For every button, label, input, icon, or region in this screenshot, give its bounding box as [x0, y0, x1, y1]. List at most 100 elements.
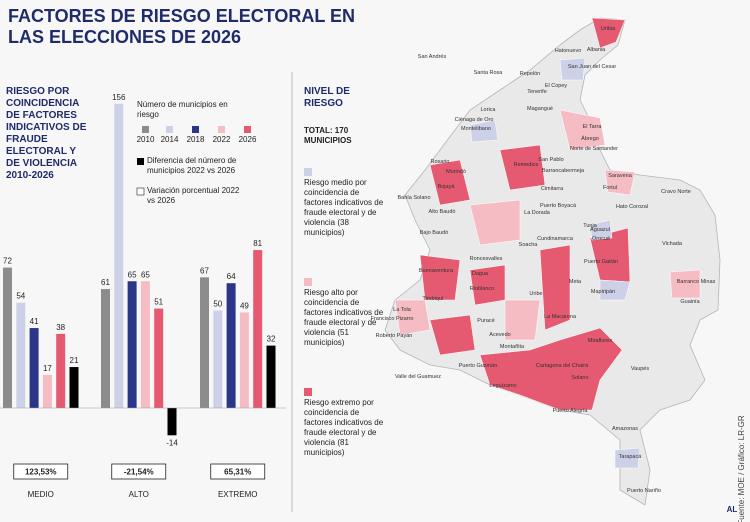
map-label: Remedios: [514, 162, 539, 168]
map-label: Solano: [571, 375, 588, 381]
value-label: 67: [200, 266, 209, 275]
map-label: Alto Baudó: [429, 209, 456, 215]
map-label: Puracé: [477, 318, 494, 324]
map-label: Barrancabermeja: [542, 168, 585, 174]
map-label: Cartagena del Chairá: [536, 363, 589, 369]
legend-label: 2022: [213, 135, 231, 144]
variation-box: [210, 463, 266, 480]
map-label: Vaupés: [631, 366, 649, 372]
bar: [56, 333, 66, 408]
bar: [226, 283, 236, 408]
map-label: Soacha: [519, 242, 539, 248]
map-label: Murindó: [446, 169, 466, 175]
map-label: Amazonas: [612, 426, 638, 432]
value-label: 65: [128, 270, 137, 279]
value-label: 51: [154, 298, 163, 307]
map-label: Rosario: [431, 159, 450, 165]
value-label: 54: [16, 292, 25, 301]
level-label: Riesgo medio por coincidencia de factore…: [304, 178, 384, 237]
chart-subtitle: RIESGO POR COINCIDENCIA DE FACTORES INDI…: [6, 86, 87, 181]
map-label: Cravo Norte: [661, 189, 691, 195]
map-label: Valle del Guamuez: [395, 374, 441, 380]
bar: [127, 281, 137, 408]
variation-label: 65,31%: [224, 468, 251, 477]
category-label: ALTO: [129, 490, 149, 499]
level-swatch: [304, 388, 312, 396]
map-label: Timbiquí: [423, 296, 444, 302]
map-label: Roncesvalles: [470, 256, 503, 262]
map-label: Puerto Gaitán: [584, 259, 618, 265]
map-title: NIVEL DE RIESGO: [304, 86, 350, 109]
bar: [42, 374, 52, 408]
map-label: Montelibano: [461, 126, 491, 132]
level-label: Riesgo extremo por coincidencia de facto…: [304, 398, 384, 457]
map-label: Norte de Santander: [570, 146, 618, 152]
value-label: 17: [43, 364, 52, 373]
map-label: San Juan del Cesar: [568, 64, 616, 70]
value-label: 72: [3, 257, 12, 266]
map-label: Tarapacá: [619, 454, 643, 460]
variation-label: -21,54%: [124, 468, 154, 477]
map-label: Guainía: [680, 299, 700, 305]
map-label: Miraflores: [588, 338, 612, 344]
map-regions: [394, 17, 701, 469]
value-label: 81: [253, 239, 262, 248]
difference-bar: [69, 367, 79, 408]
map-label: San Pablo: [538, 157, 563, 163]
level-label: Riesgo alto por coincidencia de factores…: [304, 288, 384, 347]
bar: [200, 277, 209, 408]
value-label: 49: [240, 301, 249, 310]
bar: [114, 103, 124, 409]
map-label: Hatonuevo: [555, 48, 582, 54]
legend-swatch: [136, 187, 145, 196]
map-label: Ciénaga de Oro: [455, 117, 494, 123]
bar: [253, 250, 263, 408]
map-label: El Copey: [545, 83, 568, 89]
legend-swatch: [166, 126, 173, 133]
map-label: San Andrés: [418, 54, 447, 60]
map-label: Uribe: [529, 291, 542, 297]
map-label: Santa Rosa: [474, 70, 504, 76]
category-label: MEDIO: [28, 490, 54, 499]
value-label: 65: [141, 270, 150, 279]
legend-label: 2026: [239, 135, 257, 144]
map-label: Albania: [587, 47, 606, 53]
map-label: Magangué: [527, 106, 553, 112]
map-label: La Macarena: [544, 314, 577, 320]
map-label: Buenaventura: [419, 268, 454, 274]
difference-bar: [167, 408, 177, 436]
map-label: Repelón: [520, 71, 541, 77]
value-label: 21: [70, 356, 79, 365]
variation-box: [111, 463, 167, 480]
bar: [3, 267, 12, 408]
map-label: Ábrego: [581, 135, 599, 142]
map-label: Dagua: [472, 271, 489, 277]
map-label: Fortul: [603, 185, 617, 191]
map-label: Saravena: [608, 173, 632, 179]
legend-label: 2010: [137, 135, 155, 144]
level-swatch: [304, 278, 312, 286]
legend-swatch: [218, 126, 225, 133]
legend-swatch: [192, 126, 199, 133]
map-label: Hato Corozal: [616, 204, 648, 210]
map-label: Mapiripán: [591, 289, 615, 295]
map-label: Lorica: [481, 107, 497, 113]
map-label: Aguazul: [590, 227, 610, 233]
legend-label: 2014: [161, 135, 179, 144]
map-label: Meta: [569, 279, 582, 285]
map-label: Bojayá: [438, 184, 456, 190]
bar: [140, 281, 150, 408]
category-label: EXTREMO: [218, 490, 258, 499]
map-label: La Tola: [393, 307, 412, 313]
map-label: Puerto Nariño: [627, 488, 661, 494]
value-label: 61: [101, 278, 110, 287]
value-label: 156: [112, 93, 126, 102]
bar: [16, 302, 26, 408]
legend-swatch: [142, 126, 149, 133]
map-label: Bahía Solano: [397, 195, 430, 201]
map-label: Francisco Pizarro: [371, 316, 414, 322]
value-label: 38: [56, 323, 65, 332]
difference-bar: [266, 345, 276, 408]
